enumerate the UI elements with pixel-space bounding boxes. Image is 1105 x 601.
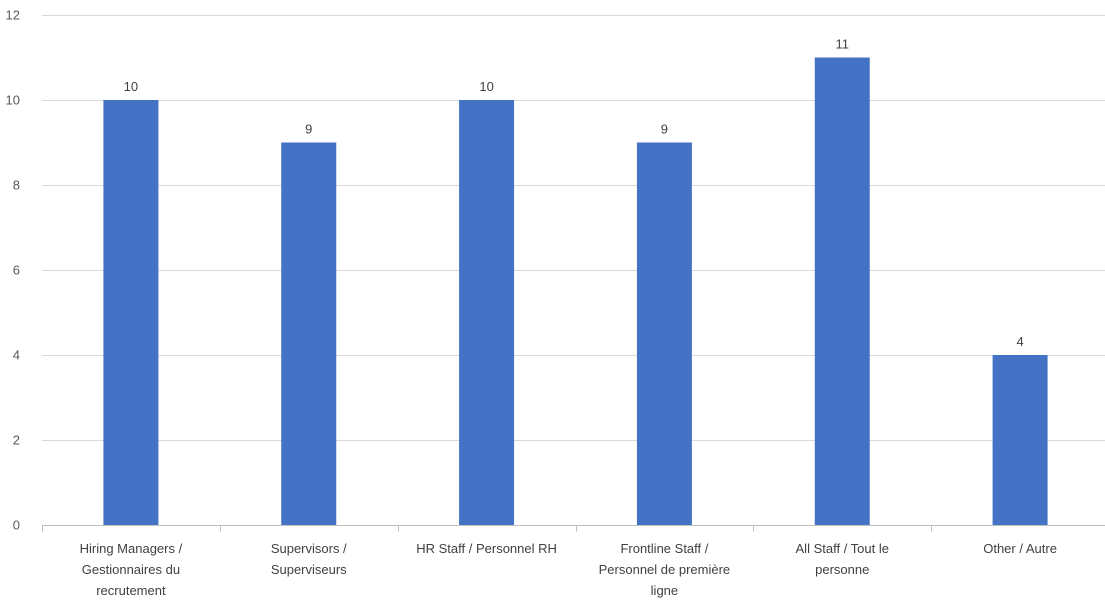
- x-tick-label-line: HR Staff / Personnel RH: [416, 541, 557, 556]
- x-tick-label: Other / Autre: [983, 541, 1057, 556]
- bars: [103, 57, 1048, 525]
- data-label: 9: [661, 122, 668, 137]
- y-tick-label: 8: [13, 178, 20, 193]
- x-axis-tick-labels: Hiring Managers / Gestionnaires du recrute…: [80, 541, 1057, 598]
- x-tick-label-line: Superviseurs: [271, 562, 347, 577]
- x-tick-label: All Staff / Tout le personne: [796, 541, 889, 577]
- bar: [992, 355, 1048, 525]
- y-tick-label: 4: [13, 348, 20, 363]
- y-tick-label: 0: [13, 518, 20, 533]
- bar: [459, 100, 515, 525]
- x-tick-label: Frontline Staff / Personnel de première li…: [599, 541, 731, 598]
- x-tick-label: HR Staff / Personnel RH: [416, 541, 557, 556]
- x-tick-label-line: Frontline Staff /: [620, 541, 708, 556]
- bar: [103, 100, 159, 525]
- x-tick-label-line: Hiring Managers /: [80, 541, 183, 556]
- data-label: 9: [305, 122, 312, 137]
- y-tick-label: 6: [13, 263, 20, 278]
- y-tick-label: 2: [13, 433, 20, 448]
- y-tick-label: 10: [6, 93, 20, 108]
- x-tick-label-line: Gestionnaires du: [82, 562, 180, 577]
- x-tick-label-line: personne: [815, 562, 869, 577]
- bar: [814, 57, 870, 525]
- data-label: 10: [479, 79, 493, 94]
- x-axis: [42, 525, 1105, 532]
- bar: [636, 142, 692, 525]
- data-label: 10: [124, 79, 138, 94]
- x-tick-label-line: All Staff / Tout le: [796, 541, 889, 556]
- x-tick-label-line: Supervisors /: [271, 541, 347, 556]
- x-tick-label-line: Other / Autre: [983, 541, 1057, 556]
- y-axis-tick-labels: 0 2 4 6 8 10 12: [6, 8, 20, 533]
- bar: [281, 142, 337, 525]
- gridlines: [42, 15, 1105, 441]
- data-labels: 10 9 10 9 11 4: [124, 37, 1024, 350]
- x-tick-label-line: recrutement: [96, 583, 166, 598]
- x-tick-label-line: Personnel de première: [599, 562, 731, 577]
- x-tick-label-line: ligne: [651, 583, 678, 598]
- data-label: 4: [1016, 334, 1023, 349]
- x-tick-label: Supervisors / Superviseurs: [271, 541, 347, 577]
- data-label: 11: [836, 37, 850, 52]
- x-tick-label: Hiring Managers / Gestionnaires du recrute…: [80, 541, 183, 598]
- y-tick-label: 12: [6, 8, 20, 23]
